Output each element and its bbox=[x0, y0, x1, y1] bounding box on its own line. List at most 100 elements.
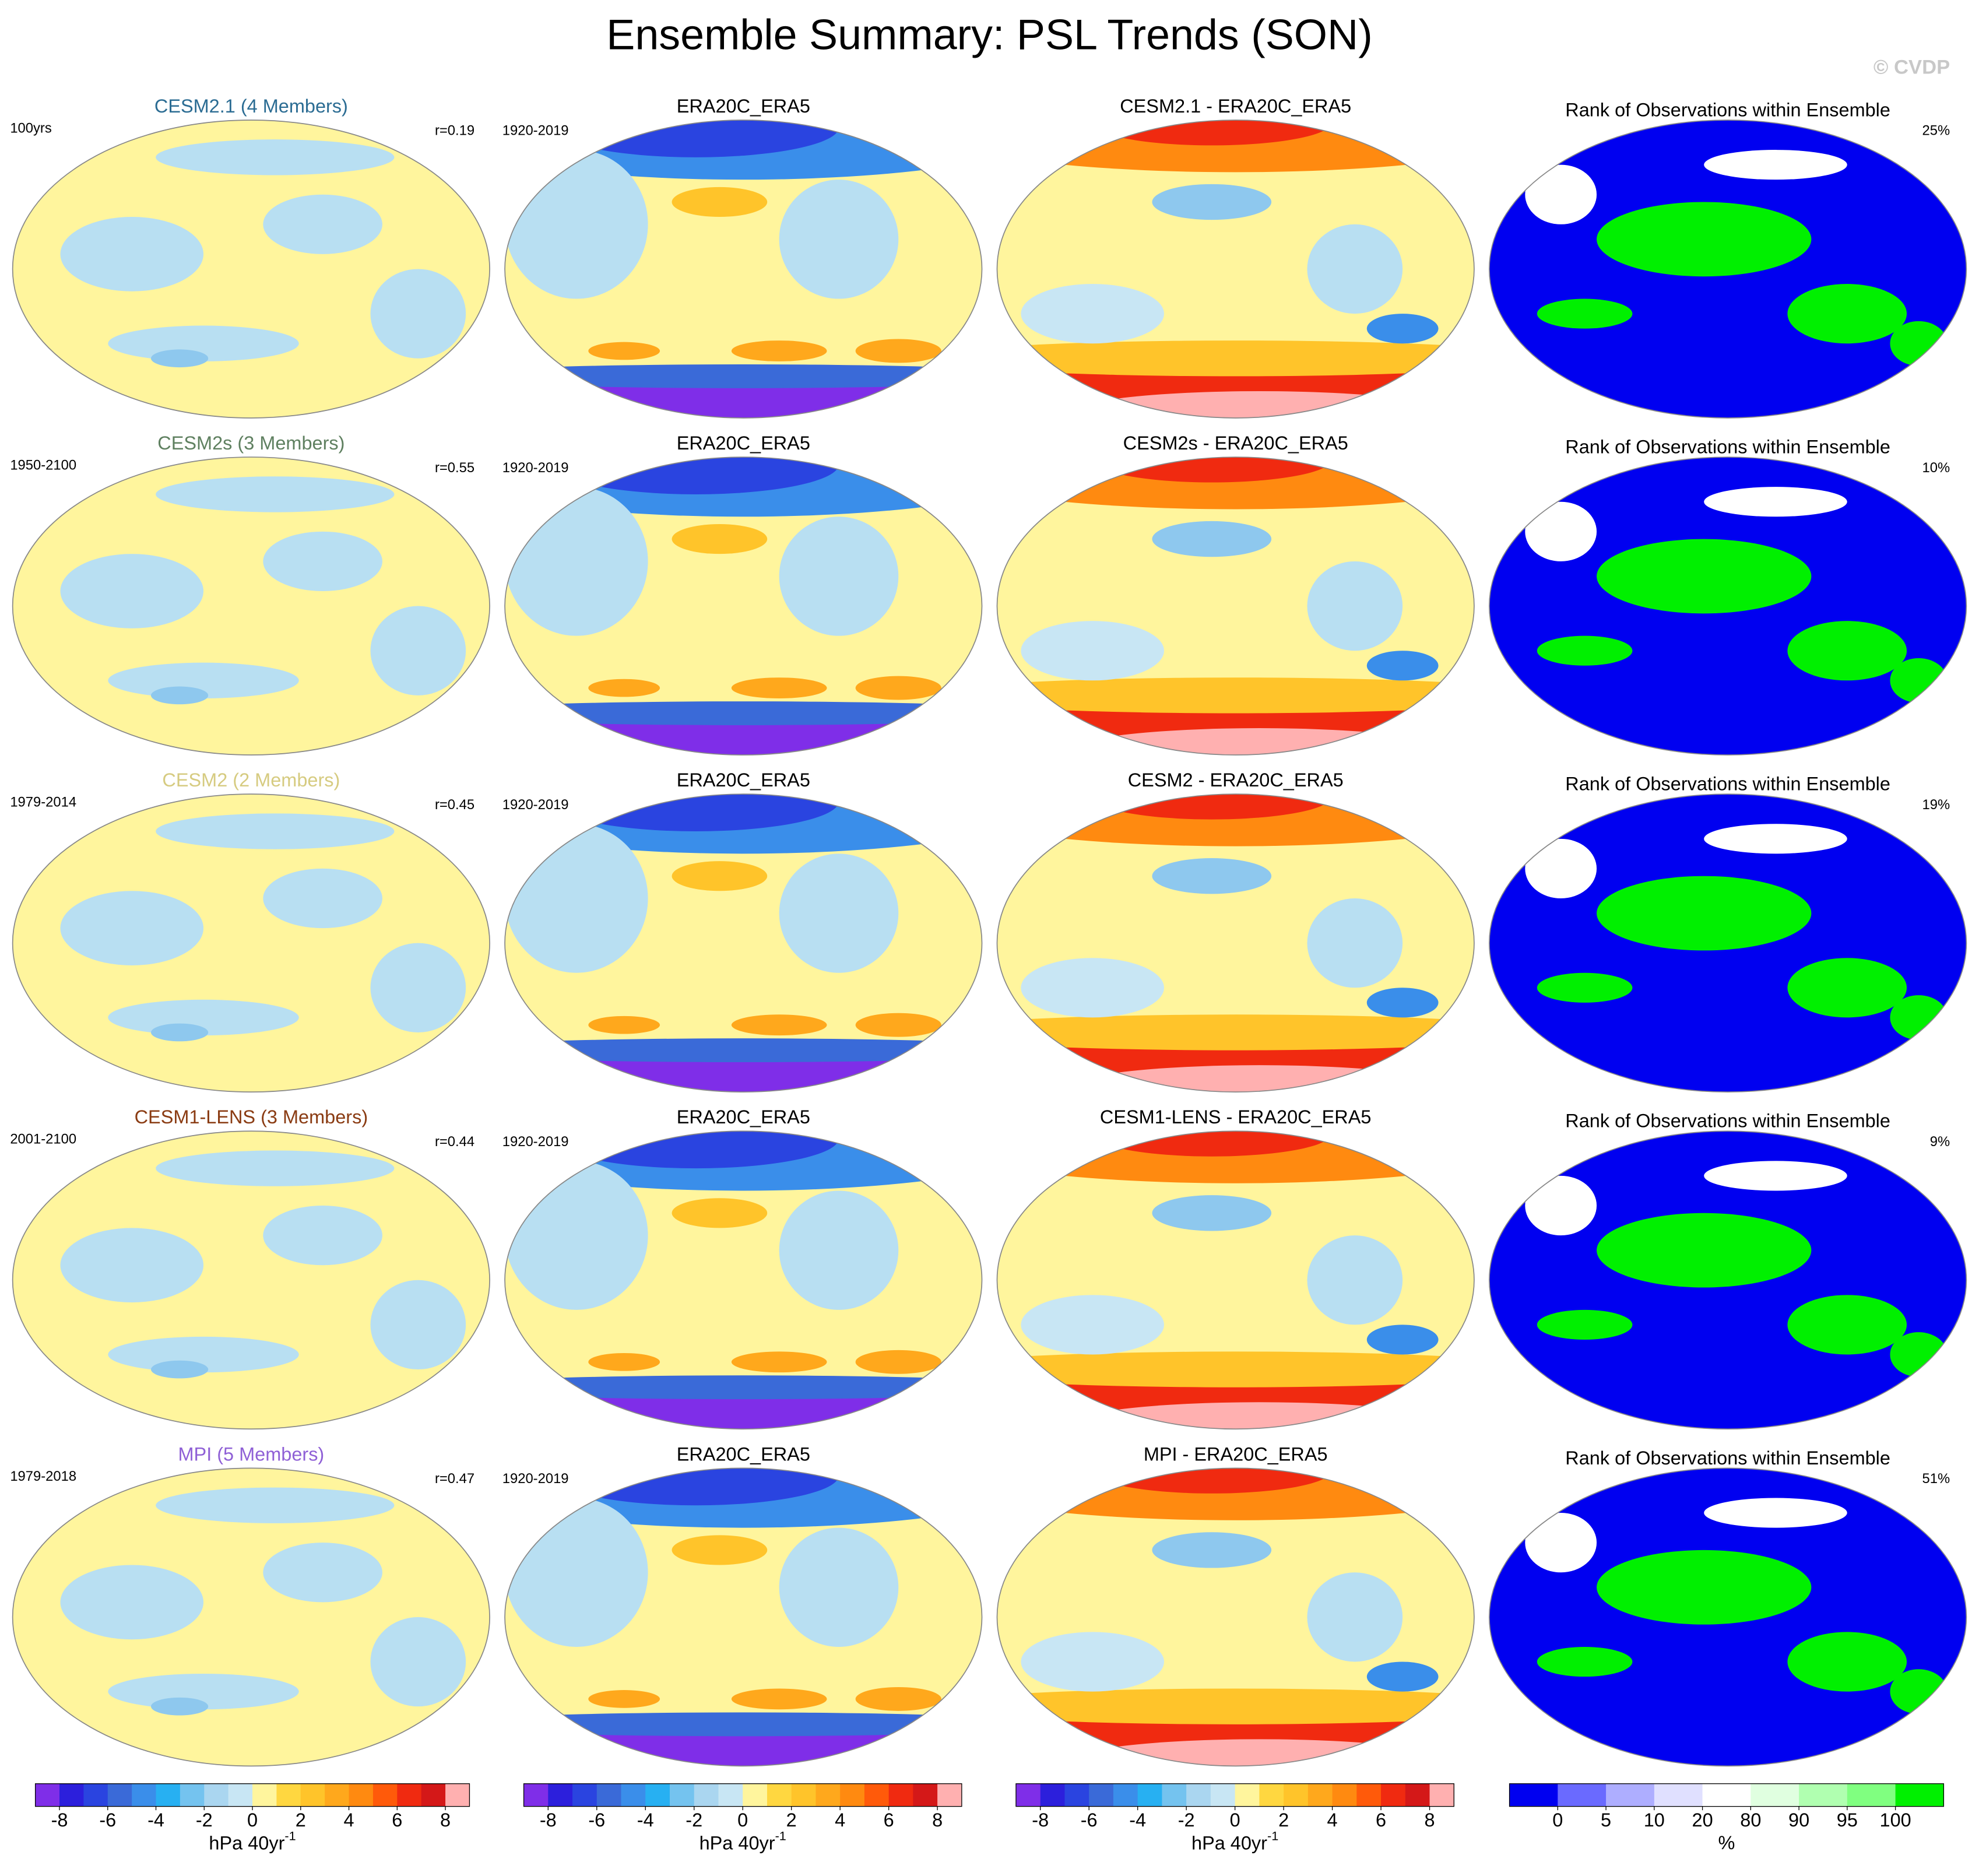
map bbox=[12, 794, 490, 1092]
map-region bbox=[1092, 1468, 1331, 1494]
colorbar-tick-label: 5 bbox=[1601, 1810, 1611, 1831]
correlation: r=0.45 bbox=[435, 797, 474, 813]
colorbar-box bbox=[523, 1783, 549, 1807]
colorbar-box bbox=[815, 1783, 841, 1807]
colorbar-box bbox=[1509, 1783, 1558, 1807]
colorbar-tick-label: -4 bbox=[637, 1810, 654, 1831]
map-region bbox=[1366, 988, 1439, 1018]
map-region bbox=[1152, 858, 1272, 894]
colorbar-box bbox=[35, 1783, 60, 1807]
map-region bbox=[150, 1360, 209, 1379]
colorbar-box bbox=[1162, 1783, 1187, 1807]
colorbar-box bbox=[864, 1783, 890, 1807]
colorbar-box bbox=[888, 1783, 914, 1807]
map-region bbox=[263, 868, 382, 929]
rank-percent: 10% bbox=[1922, 460, 1950, 476]
map-region bbox=[1597, 876, 1812, 951]
map-region bbox=[150, 686, 209, 705]
correlation: r=0.55 bbox=[435, 460, 474, 476]
map-region bbox=[672, 1535, 768, 1565]
map-region bbox=[997, 677, 1474, 714]
obs-title: ERA20C_ERA5 bbox=[677, 1106, 810, 1127]
map-region bbox=[1092, 794, 1331, 820]
colorbar-box bbox=[1186, 1783, 1211, 1807]
colorbar-unit: % bbox=[1718, 1832, 1735, 1853]
map bbox=[997, 794, 1474, 1092]
colorbar-box bbox=[276, 1783, 301, 1807]
map-region bbox=[1525, 1175, 1597, 1236]
rank-title: Rank of Observations within Ensemble bbox=[1565, 1111, 1890, 1132]
map-region bbox=[108, 1673, 299, 1710]
map-region bbox=[1597, 539, 1812, 614]
unit: hPa 40yr bbox=[699, 1832, 775, 1853]
map-region bbox=[1787, 284, 1907, 344]
colorbar-box bbox=[1356, 1783, 1382, 1807]
map-region bbox=[779, 180, 899, 299]
correlation: r=0.19 bbox=[435, 123, 474, 139]
colorbar-box bbox=[669, 1783, 695, 1807]
colorbar-box bbox=[421, 1783, 446, 1807]
map-region bbox=[1525, 501, 1597, 561]
rank-percent: 9% bbox=[1930, 1134, 1950, 1150]
colorbar-box bbox=[596, 1783, 622, 1807]
map-region bbox=[1307, 1572, 1403, 1662]
map bbox=[1489, 1131, 1967, 1429]
colorbar-tick-label: 6 bbox=[884, 1810, 894, 1831]
map-region bbox=[1704, 150, 1847, 180]
colorbar-box bbox=[1040, 1783, 1066, 1807]
map-outline bbox=[1489, 1467, 1967, 1767]
colorbar-box bbox=[1405, 1783, 1430, 1807]
map-region bbox=[588, 1016, 660, 1034]
colorbar-box bbox=[1210, 1783, 1236, 1807]
colorbar-box bbox=[937, 1783, 962, 1807]
map-region bbox=[552, 457, 839, 494]
map-region bbox=[60, 554, 204, 628]
colorbar-tick-label: 6 bbox=[392, 1810, 402, 1831]
map-region bbox=[1068, 391, 1451, 418]
rank-percent: 25% bbox=[1922, 123, 1950, 139]
colorbar-box bbox=[1015, 1783, 1041, 1807]
map-outline bbox=[504, 456, 983, 756]
map-region bbox=[997, 1351, 1474, 1387]
colorbar-box bbox=[1113, 1783, 1138, 1807]
map-region bbox=[370, 606, 466, 695]
obs-title: ERA20C_ERA5 bbox=[677, 770, 810, 791]
period: 1979-2014 bbox=[10, 795, 76, 810]
map bbox=[997, 1131, 1474, 1429]
map-region bbox=[1537, 1646, 1633, 1677]
map-region bbox=[370, 1280, 466, 1370]
map-region bbox=[588, 1352, 660, 1371]
colorbar-box bbox=[1137, 1783, 1163, 1807]
map bbox=[1489, 457, 1967, 756]
unit: hPa 40yr bbox=[209, 1832, 284, 1853]
map-region bbox=[731, 1688, 827, 1710]
map-region bbox=[672, 1198, 768, 1228]
map-region bbox=[156, 476, 395, 512]
colorbar-box bbox=[349, 1783, 374, 1807]
colorbar-tick-label: -6 bbox=[588, 1810, 605, 1831]
rank-title: Rank of Observations within Ensemble bbox=[1565, 436, 1890, 457]
colorbar-tick-label: 90 bbox=[1788, 1810, 1809, 1831]
model-title: CESM2 (2 Members) bbox=[162, 770, 340, 791]
map-region bbox=[505, 150, 648, 299]
map-region bbox=[855, 1687, 941, 1711]
period: 100yrs bbox=[10, 120, 52, 136]
map-region bbox=[1152, 184, 1272, 220]
colorbar-box bbox=[548, 1783, 573, 1807]
colorbar-tick-label: 95 bbox=[1837, 1810, 1858, 1831]
unit-exponent: -1 bbox=[1267, 1828, 1278, 1843]
period: 1979-2018 bbox=[10, 1469, 76, 1484]
map-region bbox=[1704, 824, 1847, 854]
map-region bbox=[1787, 958, 1907, 1018]
colorbar-box bbox=[621, 1783, 646, 1807]
colorbar-tick-label: -2 bbox=[196, 1810, 213, 1831]
colorbar-tick-label: 2 bbox=[296, 1810, 306, 1831]
map-outline bbox=[504, 1467, 983, 1767]
map-outline bbox=[12, 1467, 490, 1767]
model-title: CESM1-LENS (3 Members) bbox=[135, 1106, 368, 1127]
map-region bbox=[1307, 1235, 1403, 1325]
map-region bbox=[156, 1487, 395, 1523]
map bbox=[997, 120, 1474, 418]
map-region bbox=[1537, 972, 1633, 1003]
